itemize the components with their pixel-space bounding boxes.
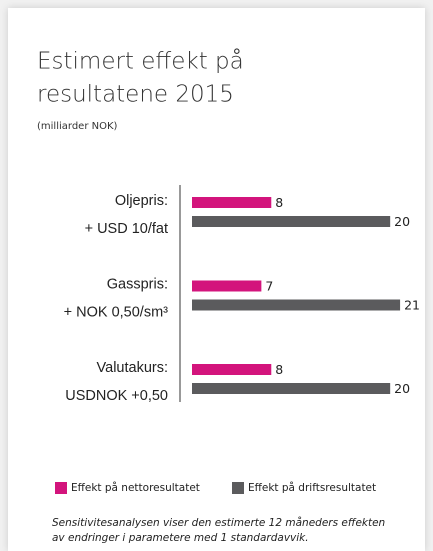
bar [192, 216, 391, 227]
chart-title: Estimert effekt på [37, 49, 244, 75]
legend-swatch [232, 482, 244, 494]
legend-label: Effekt på nettoresultatet [71, 481, 200, 494]
y-tick-label: + USD 10/fat [85, 221, 168, 237]
legend-label: Effekt på driftsresultatet [248, 481, 376, 494]
legend-swatch [55, 482, 67, 494]
bar [192, 383, 391, 394]
bar [192, 280, 262, 292]
bar [192, 197, 272, 208]
y-tick-label: Oljepris: [115, 193, 168, 209]
y-tick-label: Valutakurs: [97, 360, 168, 376]
data-label: 8 [275, 195, 283, 210]
card [8, 8, 425, 551]
data-label: 7 [265, 279, 273, 294]
data-label: 21 [404, 298, 420, 313]
chart-subtitle: (milliarder NOK) [37, 121, 118, 132]
note: Sensitivitesanalysen viser den estimerte… [52, 516, 385, 529]
data-label: 8 [275, 362, 283, 377]
y-tick-label: Gasspris: [107, 276, 168, 292]
y-tick-label: USDNOK +0,50 [65, 388, 168, 404]
data-label: 20 [394, 381, 410, 396]
bar [192, 299, 401, 311]
note: av endringer i parametere med 1 standard… [52, 532, 309, 544]
y-tick-label: + NOK 0,50/sm³ [64, 304, 169, 320]
bar [192, 364, 272, 375]
data-label: 20 [394, 214, 410, 229]
chart-title: resultatene 2015 [37, 82, 234, 108]
